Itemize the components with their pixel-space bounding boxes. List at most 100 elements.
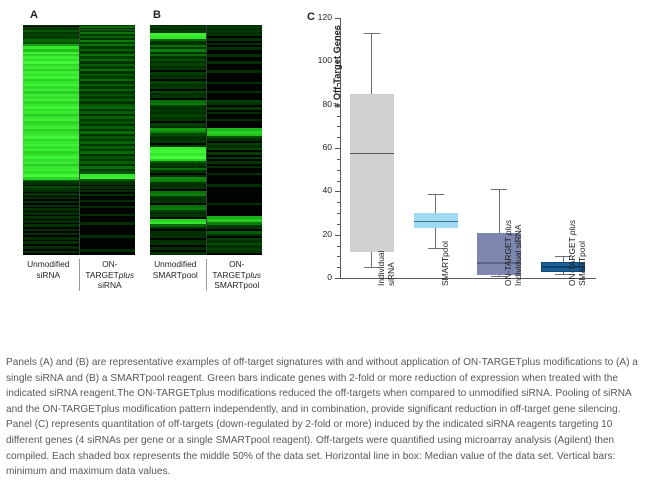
heatmap-band (23, 104, 79, 107)
y-tick-minor (337, 126, 340, 128)
heatmap-band (150, 43, 206, 45)
heatmap-band (150, 249, 206, 253)
boxplot-box-group (413, 18, 458, 278)
heatmap-band (150, 67, 206, 71)
whisker-upper (371, 33, 373, 94)
heatmap-band (150, 226, 206, 229)
heatmap-band (80, 239, 135, 243)
y-tick-minor (337, 28, 340, 30)
figure-container: A B C Unmodified siRNA ON-TARGETplus siR… (23, 9, 596, 291)
heatmap-band (150, 81, 206, 84)
panel-letter-a: A (30, 9, 38, 21)
heatmap-band (23, 32, 79, 34)
heatmap-band (23, 151, 79, 155)
heatmap-band (80, 121, 135, 124)
heatmap-band (207, 26, 262, 29)
heatmap-band (80, 138, 135, 141)
heatmap-band (207, 125, 262, 128)
heatmap-band (80, 184, 135, 187)
heatmap-band (150, 33, 206, 37)
heatmap-band (23, 54, 79, 57)
heatmap-band (207, 93, 262, 96)
heatmap-band (23, 94, 79, 97)
heatmap-band (150, 167, 206, 171)
heatmap-band (80, 131, 135, 134)
heatmap-band (150, 53, 206, 57)
y-tick-label: 60 (322, 142, 332, 152)
heatmap-band (23, 159, 79, 162)
heatmap-band (207, 145, 262, 148)
heatmap-band (150, 165, 206, 168)
heatmap-b-column-unmodified (150, 25, 206, 255)
heatmap-band (80, 224, 135, 227)
heatmap-band (207, 42, 262, 46)
heatmap-band (207, 128, 262, 131)
heatmap-band (23, 59, 79, 62)
heatmap-b-left-line2: SMARTpool (152, 269, 198, 280)
y-tick-major (335, 148, 340, 149)
whisker-lower (562, 271, 564, 274)
heatmap-band (80, 133, 135, 136)
heatmap-band (207, 68, 262, 71)
heatmap-band (80, 68, 135, 71)
heatmap-band (207, 240, 262, 243)
heatmap-band (150, 184, 206, 187)
heatmap-band (23, 111, 79, 115)
heatmap-band (150, 123, 206, 126)
heatmap-band (23, 26, 79, 28)
y-tick-minor (337, 223, 340, 225)
heatmap-band (23, 232, 79, 236)
heatmap-band (80, 163, 135, 166)
heatmap-a-right-prefix: ON-TARGET (85, 259, 119, 280)
heatmap-band (23, 250, 79, 253)
heatmap-b-label-left: Unmodified SMARTpool (145, 259, 206, 291)
heatmap-band (207, 70, 262, 73)
heatmap-band (150, 240, 206, 243)
heatmap-band (80, 233, 135, 236)
y-tick-minor (337, 213, 340, 214)
heatmap-band (207, 49, 262, 52)
whisker-upper (498, 189, 500, 233)
heatmap-band (80, 37, 135, 40)
heatmap-band (150, 79, 206, 82)
whisker-cap-min (491, 275, 508, 277)
heatmap-band (80, 146, 135, 149)
heatmap-band (23, 171, 79, 175)
heatmap-band (150, 26, 206, 28)
heatmap-band (150, 175, 206, 177)
y-tick-label: 100 (317, 55, 332, 66)
heatmap-band (207, 224, 262, 227)
figure-caption-text: Panels (A) and (B) are representative ex… (6, 357, 638, 478)
heatmap-band (23, 116, 79, 119)
heatmap-band (23, 114, 79, 117)
heatmap-band (80, 218, 135, 221)
heatmap-band (23, 239, 79, 242)
heatmap-band (80, 25, 135, 27)
heatmap-band (150, 205, 206, 208)
heatmap-band (80, 244, 135, 247)
whisker-cap-max (555, 256, 572, 258)
heatmap-band (207, 233, 262, 236)
heatmap-a-right-italic: plus (118, 269, 135, 280)
heatmap-band (80, 36, 135, 38)
heatmap-a-column-ontargetplus (79, 25, 135, 255)
y-tick-minor (337, 72, 340, 74)
heatmap-band (23, 37, 79, 40)
boxplot-box-group (541, 18, 586, 278)
heatmap-band (80, 34, 135, 36)
heatmap-band (23, 179, 79, 182)
heatmap-band (207, 191, 262, 194)
heatmap-band (23, 220, 79, 223)
heatmap-band (150, 158, 206, 162)
heatmap-band (207, 30, 262, 32)
heatmap-band (207, 193, 262, 196)
x-tick-label: ON-TARGET plus SMARTpool (567, 219, 587, 286)
heatmap-band (207, 229, 262, 232)
heatmap-band (23, 227, 79, 229)
heatmap-band (23, 39, 79, 42)
heatmap-band (150, 116, 206, 119)
heatmap-band (207, 156, 262, 160)
heatmap-band (80, 214, 135, 217)
heatmap-band (80, 96, 135, 99)
y-tick-major (335, 234, 340, 236)
